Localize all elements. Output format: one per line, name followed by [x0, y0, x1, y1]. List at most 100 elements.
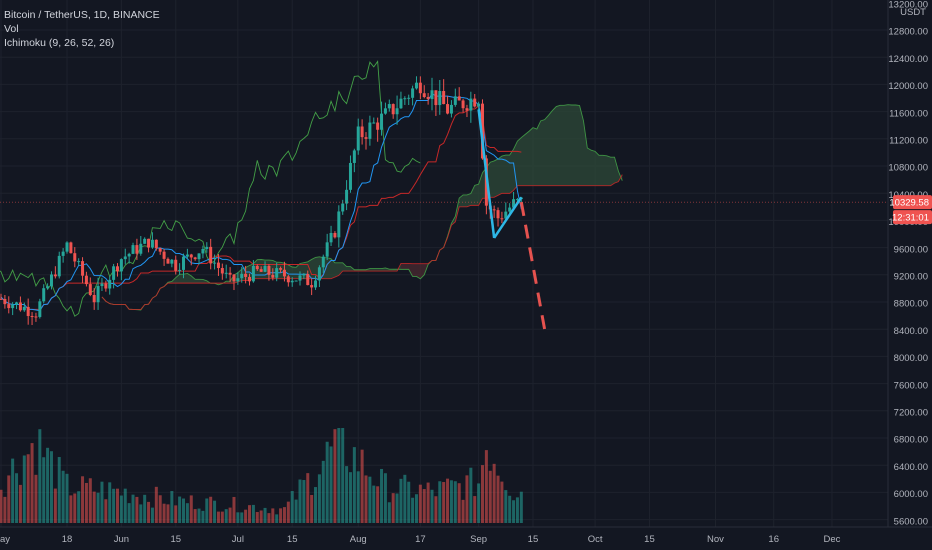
candle [162, 249, 166, 266]
candle-body [399, 98, 403, 109]
candle-body [26, 306, 30, 317]
candle-body [418, 82, 422, 94]
volume-bar [255, 512, 259, 523]
candle-body [88, 284, 92, 296]
candle [387, 99, 391, 112]
volume-bar [139, 504, 143, 523]
volume-indicator-label[interactable]: Vol [4, 23, 19, 35]
price-axis: 13200.00 12800.00 12400.00 12000.00 11600.00… [887, 0, 932, 550]
symbol-title[interactable]: Bitcoin / TetherUS, 1D, BINANCE [4, 9, 160, 21]
candle [263, 261, 267, 273]
candle-body [127, 253, 131, 257]
candle-body [131, 245, 135, 254]
candle-body [414, 82, 418, 89]
volume-bar [488, 470, 492, 523]
volume-bar [154, 486, 158, 523]
volume-bar [399, 478, 403, 523]
candle-body [84, 275, 88, 285]
candle-body [92, 295, 96, 303]
volume-bar [57, 457, 61, 523]
candle [7, 296, 11, 314]
candle [333, 231, 337, 239]
chart-legend: Bitcoin / TetherUS, 1D, BINANCE Vol Ichi… [4, 8, 160, 50]
volume-bar [286, 501, 290, 523]
candle [383, 102, 387, 115]
volume-bar [504, 490, 508, 523]
candle [380, 101, 384, 136]
ichimoku-indicator-label[interactable]: Ichimoku (9, 26, 52, 26) [4, 37, 115, 49]
volume-bar [422, 489, 426, 523]
candle-body [170, 259, 174, 264]
volume-bar [84, 482, 88, 523]
volume-bar [317, 474, 321, 523]
volume-bar [162, 503, 166, 523]
volume-bar [53, 488, 57, 523]
candle-body [368, 122, 372, 139]
candle [143, 237, 147, 245]
candle [434, 90, 438, 116]
candle [112, 263, 116, 289]
candle-body [465, 108, 469, 111]
volume-bar [158, 495, 162, 523]
candle [321, 254, 325, 273]
candle-body [197, 253, 201, 260]
candle [446, 96, 450, 115]
volume-bar [442, 482, 446, 523]
time-tick-label: 15 [644, 534, 655, 545]
volume-bar [77, 491, 81, 523]
volume-bar [364, 475, 368, 523]
candle [426, 93, 430, 105]
candle-body [244, 273, 248, 277]
candle [127, 252, 131, 264]
candle [469, 91, 473, 123]
candle-body [69, 242, 73, 254]
candle-body [430, 90, 434, 100]
candle-body [457, 96, 461, 101]
volume-bar [30, 443, 34, 523]
candle-body [286, 276, 290, 283]
candle [182, 253, 186, 279]
volume-bar [469, 467, 473, 523]
volume-bar [360, 449, 364, 523]
candle [306, 270, 310, 286]
volume-bar [314, 487, 318, 523]
candle-body [255, 265, 259, 270]
candle-body [73, 253, 77, 262]
candle-body [147, 238, 151, 248]
candle-body [216, 262, 220, 269]
volume-bar [403, 474, 407, 523]
candle [411, 85, 415, 106]
candle-body [108, 279, 112, 289]
volume-bar [42, 457, 46, 523]
candle [197, 253, 201, 265]
candle-body [139, 243, 143, 254]
candle [430, 77, 434, 111]
candle-body [259, 269, 263, 272]
candle [232, 273, 236, 291]
candle-body [298, 275, 302, 281]
candle-body [453, 96, 457, 105]
volume-bar [73, 493, 77, 523]
volume-bar [492, 463, 496, 523]
volume-bar [368, 476, 372, 523]
candle [407, 94, 411, 106]
candle-body [7, 304, 11, 309]
candle-body [275, 268, 279, 278]
candle [96, 277, 100, 310]
candle-body [100, 283, 104, 287]
candle-body [341, 203, 345, 212]
candle [290, 277, 294, 287]
candle [282, 261, 286, 282]
candle [255, 264, 259, 271]
candle-body [236, 278, 240, 282]
candle-body [185, 254, 189, 257]
candle [508, 203, 512, 214]
candle-body [329, 233, 333, 243]
volume-bar [201, 510, 205, 523]
candle [84, 271, 88, 287]
volume-bar [189, 495, 193, 523]
candle [376, 117, 380, 142]
volume-bar [263, 507, 267, 523]
